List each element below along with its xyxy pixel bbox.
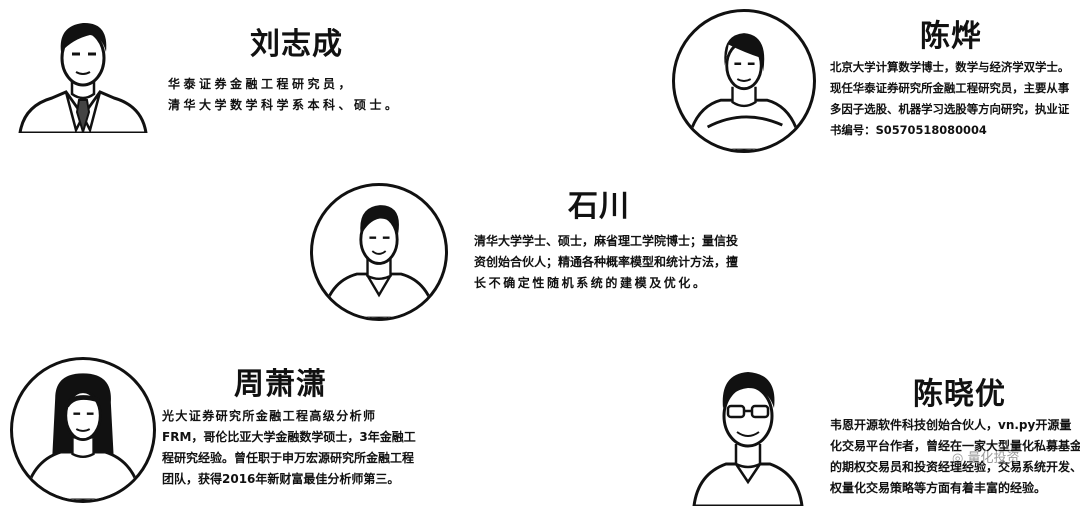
bio-line: 化交易平台作者，曾经在一家大型量化私募基金 [830, 439, 1080, 453]
person-bio: 北京大学计算数学博士，数学与经济学双学士。 现任华泰证券研究所金融工程研究员，主… [830, 57, 1069, 141]
bio-line: 北京大学计算数学博士，数学与经济学双学士。 [830, 60, 1070, 74]
man-open-collar-portrait-icon [321, 205, 437, 318]
portrait-liu-zhicheng [18, 8, 148, 133]
portrait-zhou-xiaoxiao [10, 357, 156, 503]
bio-line: 程研究经验。曾任职于申万宏源研究所金融工程 [162, 451, 415, 465]
person-bio: 光大证券研究所金融工程高级分析师 FRM，哥伦比亚大学金融数学硕士，3年金融工 … [162, 406, 416, 490]
bio-line: 清华大学学士、硕士，麻省理工学院博士；量信投 [474, 234, 739, 248]
bio-line: 团队，获得2016年新财富最佳分析师第三。 [162, 472, 400, 486]
man-glasses-portrait-icon [692, 372, 804, 506]
person-name: 周萧潇 [234, 367, 327, 402]
bio-line: 多因子选股、机器学习选股等方向研究，执业证 [830, 102, 1070, 116]
bio-line: 光大证券研究所金融工程高级分析师 [162, 409, 377, 423]
woman-crossed-arms-portrait-icon [685, 33, 803, 150]
bio-line: 华泰证券金融工程研究员， [168, 77, 355, 91]
person-bio: 清华大学学士、硕士，麻省理工学院博士；量信投 资创始合伙人；精通各种概率模型和统… [474, 231, 738, 294]
person-bio: 韦恩开源软件科技创始合伙人，vn.py开源量 化交易平台作者，曾经在一家大型量化… [830, 415, 1080, 499]
bio-line: 清华大学数学科学系本科、硕士。 [168, 98, 401, 112]
bio-line: FRM，哥伦比亚大学金融数学硕士，3年金融工 [162, 430, 416, 444]
portrait-chen-xiaoyou [690, 364, 806, 506]
bio-line: 现任华泰证券研究所金融工程研究员，主要从事 [830, 81, 1070, 95]
woman-long-hair-portrait-icon [23, 373, 143, 500]
person-name: 陈晓优 [913, 377, 1006, 412]
person-name: 石川 [568, 189, 630, 224]
person-name: 陈烨 [920, 19, 982, 54]
bio-line: 权量化交易策略等方面有着丰富的经验。 [830, 481, 1047, 495]
portrait-chen-ye [672, 9, 816, 153]
watermark: ◎ 量化投资 [952, 451, 1020, 466]
man-suit-tie-portrait-icon [18, 22, 148, 133]
bio-line: 长不确定性随机系统的建模及优化。 [474, 276, 708, 290]
portrait-shi-chuan [310, 183, 448, 321]
person-name: 刘志成 [250, 27, 343, 62]
bio-line: 的期权交易员和投资经理经验，交易系统开发、期 [830, 460, 1080, 474]
bio-line: 书编号：S0570518080004 [830, 123, 987, 137]
bio-line: 韦恩开源软件科技创始合伙人，vn.py开源量 [830, 418, 1072, 432]
person-bio: 华泰证券金融工程研究员， 清华大学数学科学系本科、硕士。 [168, 74, 401, 116]
bio-line: 资创始合伙人；精通各种概率模型和统计方法，擅 [474, 255, 739, 269]
